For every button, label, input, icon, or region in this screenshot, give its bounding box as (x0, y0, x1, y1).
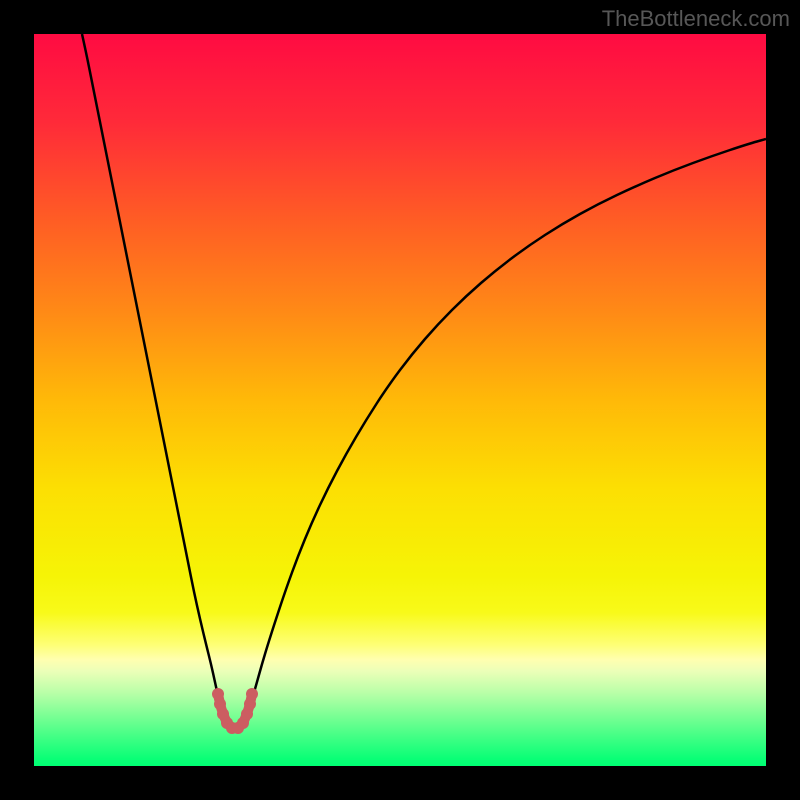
chart-container: TheBottleneck.com (0, 0, 800, 800)
watermark-text: TheBottleneck.com (602, 6, 790, 32)
plot-area (34, 34, 766, 766)
gradient-background (34, 34, 766, 766)
